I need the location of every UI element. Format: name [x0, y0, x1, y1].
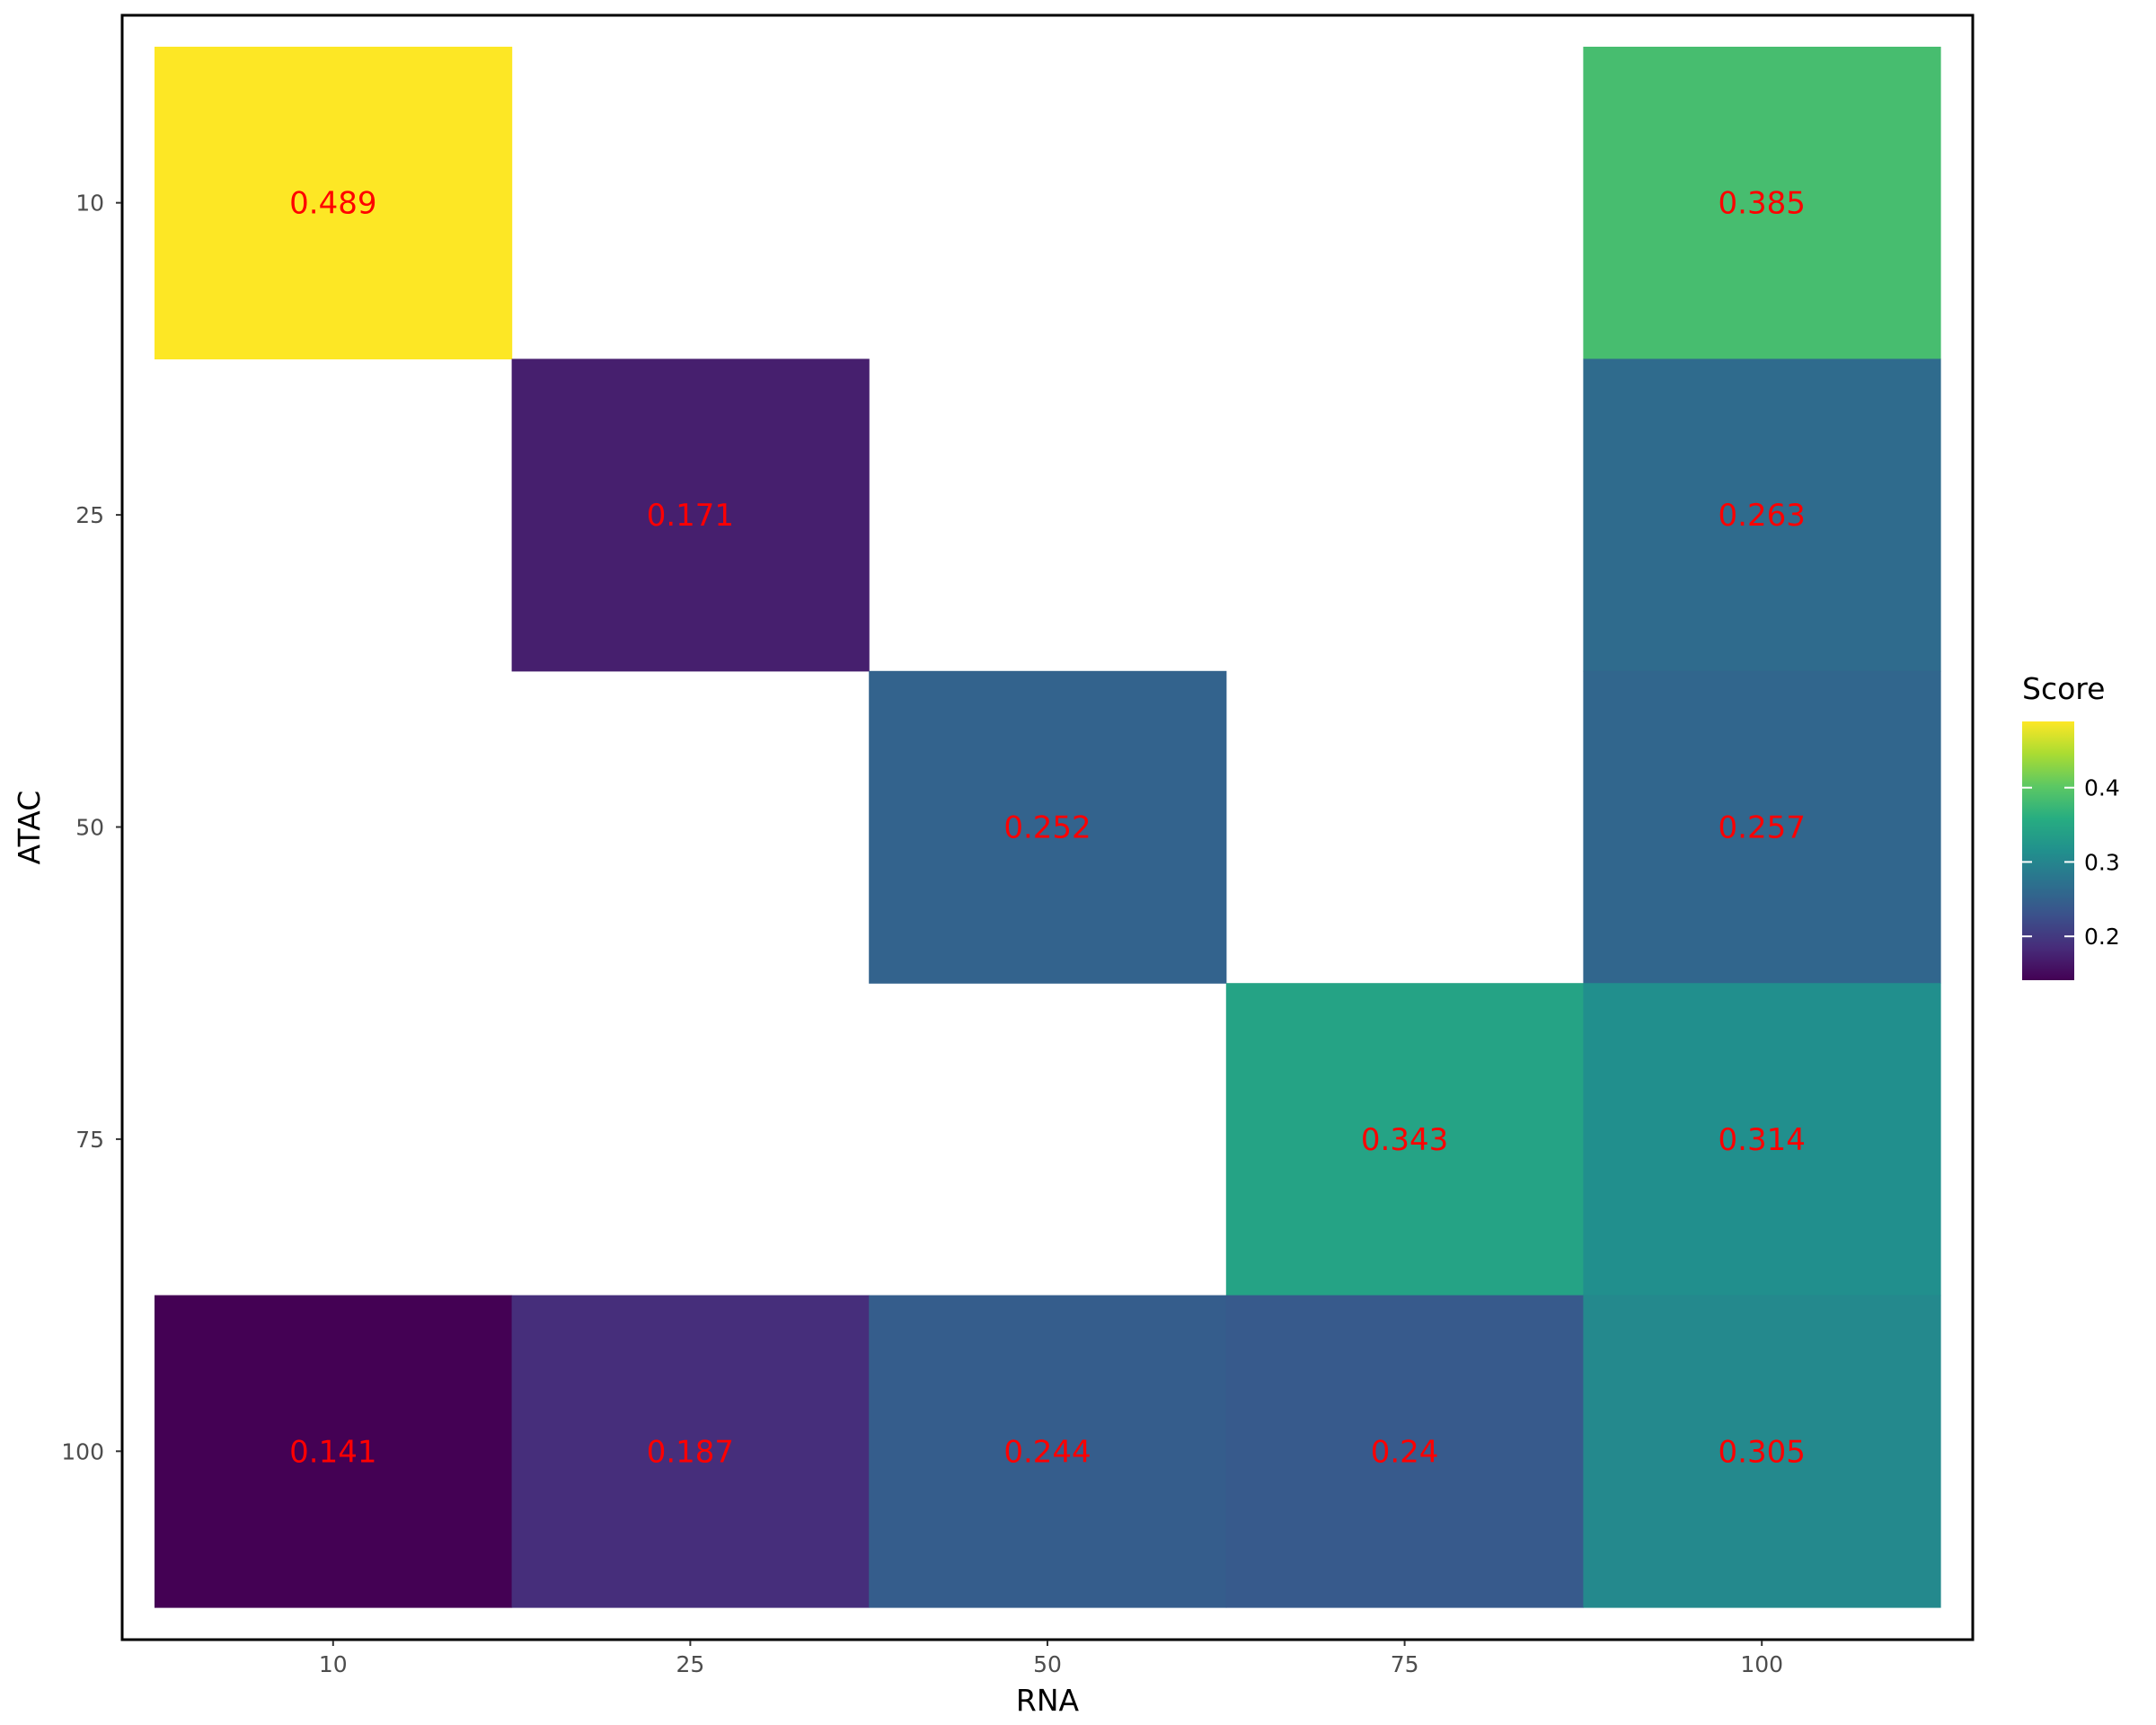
panel-border [120, 13, 1975, 1641]
x-axis-title: RNA [1016, 1683, 1080, 1718]
cell-value-label: 0.171 [647, 498, 734, 534]
x-tick-label: 75 [1391, 1651, 1419, 1677]
cell-value-label: 0.141 [289, 1434, 376, 1470]
x-tick-label: 100 [1740, 1651, 1783, 1677]
cell-value-label: 0.343 [1361, 1122, 1448, 1158]
cell-labels: 0.489 0.385 0.171 0.263 0.252 0.257 0.343 0.314… [289, 186, 1806, 1471]
y-tick-label: 75 [75, 1127, 104, 1153]
cell-value-label: 0.305 [1719, 1434, 1806, 1470]
heatmap-cell [1583, 983, 1941, 1296]
heatmap-cell [1225, 1295, 1584, 1608]
y-axis-title: ATAC [12, 791, 47, 865]
cell-value-label: 0.244 [1003, 1434, 1091, 1470]
heatmap-cell [1583, 670, 1941, 984]
x-tick-label: 50 [1033, 1651, 1062, 1677]
x-tick-label: 25 [676, 1651, 704, 1677]
legend-tick-label: 0.2 [2084, 924, 2120, 950]
cell-value-label: 0.314 [1719, 1122, 1806, 1158]
y-tick-label: 10 [75, 190, 104, 217]
cell-value-label: 0.257 [1719, 810, 1806, 846]
cell-value-label: 0.187 [647, 1434, 734, 1470]
y-axis-ticks: 10 25 50 75 100 [61, 190, 121, 1464]
legend-tick-label: 0.3 [2084, 849, 2120, 875]
y-tick-label: 25 [75, 502, 104, 528]
legend-colorbar [2022, 721, 2074, 980]
legend-ticks: 0.2 0.3 0.4 [2022, 775, 2120, 950]
heatmap-cell [1583, 1295, 1941, 1608]
x-tick-label: 10 [319, 1651, 348, 1677]
heatmap-cells [155, 47, 1941, 1608]
heatmap-cell [155, 1295, 513, 1608]
heatmap-cell [1583, 47, 1941, 359]
legend-title: Score [2022, 671, 2105, 706]
heatmap-cell [869, 670, 1227, 984]
cell-value-label: 0.385 [1719, 186, 1806, 222]
x-axis-ticks: 10 25 50 75 100 [319, 1641, 1783, 1677]
cell-value-label: 0.489 [289, 186, 376, 222]
heatmap-cell [1225, 983, 1584, 1296]
heatmap-cell [511, 358, 870, 672]
y-tick-label: 100 [61, 1438, 104, 1464]
cell-value-label: 0.24 [1371, 1434, 1439, 1470]
heatmap-cell [869, 1295, 1227, 1608]
cell-value-label: 0.252 [1003, 810, 1091, 846]
heatmap-cell [155, 47, 513, 359]
y-tick-label: 50 [75, 815, 104, 841]
color-legend: Score 0.2 0.3 0.4 [2022, 671, 2120, 980]
cell-value-label: 0.263 [1719, 498, 1806, 534]
heatmap-cell [511, 1295, 870, 1608]
heatmap-cell [1583, 358, 1941, 672]
legend-tick-label: 0.4 [2084, 775, 2120, 801]
